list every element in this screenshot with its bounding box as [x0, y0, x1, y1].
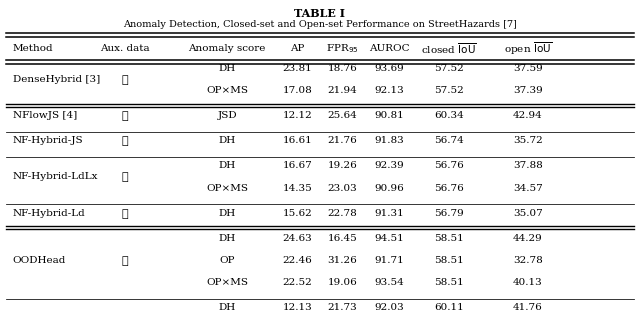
Text: FPR$_{95}$: FPR$_{95}$ [326, 42, 359, 55]
Text: 21.73: 21.73 [328, 304, 357, 312]
Text: 94.51: 94.51 [374, 234, 404, 242]
Text: 34.57: 34.57 [513, 184, 543, 193]
Text: OP×MS: OP×MS [206, 279, 248, 287]
Text: 15.62: 15.62 [283, 209, 312, 217]
Text: 37.39: 37.39 [513, 86, 543, 95]
Text: Anomaly Detection, Closed-set and Open-set Performance on StreetHazards [7]: Anomaly Detection, Closed-set and Open-s… [123, 20, 517, 29]
Text: 57.52: 57.52 [435, 86, 464, 95]
Text: 44.29: 44.29 [513, 234, 543, 242]
Text: DH: DH [219, 304, 236, 312]
Text: 93.69: 93.69 [374, 64, 404, 73]
Text: ✓: ✓ [122, 256, 128, 266]
Text: 60.34: 60.34 [435, 111, 464, 120]
Text: OP: OP [220, 256, 235, 265]
Text: 92.03: 92.03 [374, 304, 404, 312]
Text: DH: DH [219, 136, 236, 145]
Text: 90.81: 90.81 [374, 111, 404, 120]
Text: 56.76: 56.76 [435, 161, 464, 170]
Text: Anomaly score: Anomaly score [189, 44, 266, 53]
Text: NF-Hybrid-JS: NF-Hybrid-JS [13, 136, 83, 145]
Text: 22.46: 22.46 [283, 256, 312, 265]
Text: 35.72: 35.72 [513, 136, 543, 145]
Text: 19.06: 19.06 [328, 279, 357, 287]
Text: 92.13: 92.13 [374, 86, 404, 95]
Text: 22.52: 22.52 [283, 279, 312, 287]
Text: 42.94: 42.94 [513, 111, 543, 120]
Text: 56.79: 56.79 [435, 209, 464, 217]
Text: 58.51: 58.51 [435, 234, 464, 242]
Text: DenseHybrid [3]: DenseHybrid [3] [13, 75, 100, 84]
Text: 25.64: 25.64 [328, 111, 357, 120]
Text: 22.78: 22.78 [328, 209, 357, 217]
Text: 23.81: 23.81 [283, 64, 312, 73]
Text: ✓: ✓ [122, 75, 128, 85]
Text: 16.61: 16.61 [283, 136, 312, 145]
Text: DH: DH [219, 234, 236, 242]
Text: ✗: ✗ [122, 110, 128, 121]
Text: DH: DH [219, 161, 236, 170]
Text: 32.78: 32.78 [513, 256, 543, 265]
Text: Method: Method [13, 44, 53, 53]
Text: 90.96: 90.96 [374, 184, 404, 193]
Text: 91.83: 91.83 [374, 136, 404, 145]
Text: 40.13: 40.13 [513, 279, 543, 287]
Text: 23.03: 23.03 [328, 184, 357, 193]
Text: 58.51: 58.51 [435, 279, 464, 287]
Text: 12.13: 12.13 [283, 304, 312, 312]
Text: NF-Hybrid-Ld: NF-Hybrid-Ld [13, 209, 86, 217]
Text: 37.88: 37.88 [513, 161, 543, 170]
Text: DH: DH [219, 209, 236, 217]
Text: 21.76: 21.76 [328, 136, 357, 145]
Text: 58.51: 58.51 [435, 256, 464, 265]
Text: 56.74: 56.74 [435, 136, 464, 145]
Text: closed $\overline{\mathrm{IoU}}$: closed $\overline{\mathrm{IoU}}$ [421, 41, 477, 56]
Text: 24.63: 24.63 [283, 234, 312, 242]
Text: OP×MS: OP×MS [206, 184, 248, 193]
Text: OP×MS: OP×MS [206, 86, 248, 95]
Text: 93.54: 93.54 [374, 279, 404, 287]
Text: 19.26: 19.26 [328, 161, 357, 170]
Text: open $\overline{\mathrm{IoU}}$: open $\overline{\mathrm{IoU}}$ [504, 40, 552, 57]
Text: ✗: ✗ [122, 171, 128, 183]
Text: 17.08: 17.08 [283, 86, 312, 95]
Text: 56.76: 56.76 [435, 184, 464, 193]
Text: ✗: ✗ [122, 135, 128, 146]
Text: OODHead: OODHead [13, 256, 66, 265]
Text: 57.52: 57.52 [435, 64, 464, 73]
Text: ✗: ✗ [122, 207, 128, 219]
Text: 18.76: 18.76 [328, 64, 357, 73]
Text: 16.45: 16.45 [328, 234, 357, 242]
Text: NFlowJS [4]: NFlowJS [4] [13, 111, 77, 120]
Text: TABLE I: TABLE I [294, 8, 346, 19]
Text: 92.39: 92.39 [374, 161, 404, 170]
Text: 91.71: 91.71 [374, 256, 404, 265]
Text: 31.26: 31.26 [328, 256, 357, 265]
Text: 91.31: 91.31 [374, 209, 404, 217]
Text: DH: DH [219, 64, 236, 73]
Text: 60.11: 60.11 [435, 304, 464, 312]
Text: 16.67: 16.67 [283, 161, 312, 170]
Text: 12.12: 12.12 [283, 111, 312, 120]
Text: 14.35: 14.35 [283, 184, 312, 193]
Text: NF-Hybrid-LdLx: NF-Hybrid-LdLx [13, 173, 99, 181]
Text: AP: AP [291, 44, 305, 53]
Text: AUROC: AUROC [369, 44, 410, 53]
Text: 37.59: 37.59 [513, 64, 543, 73]
Text: 41.76: 41.76 [513, 304, 543, 312]
Text: 35.07: 35.07 [513, 209, 543, 217]
Text: Aux. data: Aux. data [100, 44, 150, 53]
Text: 21.94: 21.94 [328, 86, 357, 95]
Text: JSD: JSD [218, 111, 237, 120]
